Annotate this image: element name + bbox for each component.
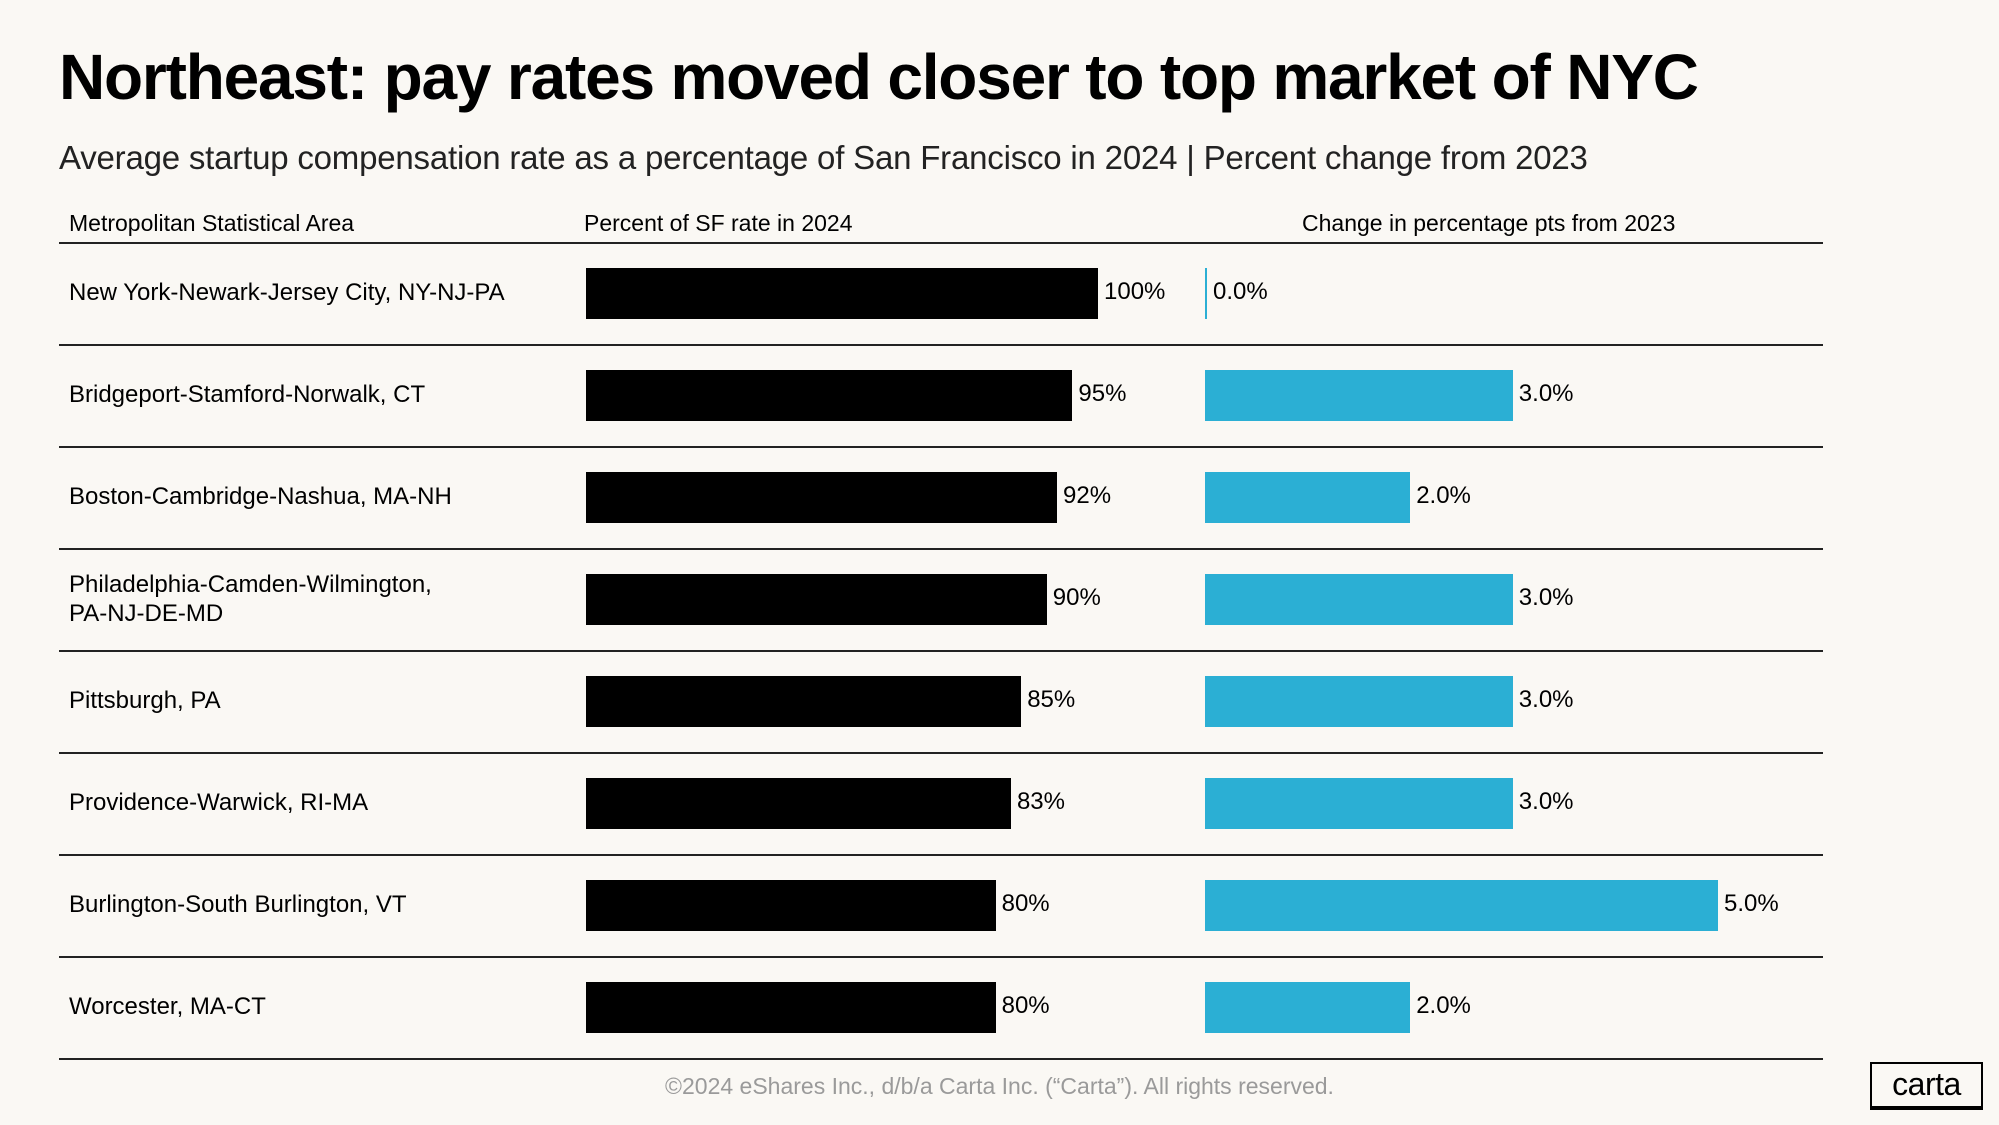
- row-divider: [59, 548, 1823, 550]
- row-divider: [59, 956, 1823, 958]
- row-label: New York-Newark-Jersey City, NY-NJ-PA: [69, 279, 505, 306]
- label-percent-sf: 80%: [1001, 890, 1050, 917]
- column-header-percent: Percent of SF rate in 2024: [584, 210, 853, 236]
- bar-change: [1205, 982, 1411, 1033]
- label-change: 3.0%: [1518, 584, 1574, 611]
- column-header-change: Change in percentage pts from 2023: [1302, 210, 1676, 236]
- bar-percent-sf: [586, 472, 1058, 523]
- column-header-area: Metropolitan Statistical Area: [69, 210, 355, 236]
- row-divider: [59, 344, 1823, 346]
- bar-change: [1205, 370, 1513, 421]
- label-percent-sf: 92%: [1063, 482, 1112, 509]
- bar-change: [1205, 472, 1411, 523]
- bar-percent-sf: [586, 676, 1022, 727]
- row-divider: [59, 650, 1823, 652]
- label-percent-sf: 95%: [1078, 380, 1127, 407]
- label-percent-sf: 83%: [1016, 788, 1065, 815]
- row-label: Pittsburgh, PA: [69, 687, 221, 714]
- bar-change: [1205, 268, 1207, 319]
- label-percent-sf: 90%: [1052, 584, 1101, 611]
- label-percent-sf: 100%: [1104, 278, 1166, 305]
- row-label: Worcester, MA-CT: [69, 993, 266, 1020]
- label-change: 3.0%: [1518, 686, 1574, 713]
- bar-percent-sf: [586, 982, 996, 1033]
- bar-change: [1205, 778, 1513, 829]
- label-change: 2.0%: [1416, 992, 1471, 1019]
- bar-percent-sf: [586, 574, 1047, 625]
- carta-logo: carta: [1870, 1062, 1983, 1110]
- label-change: 3.0%: [1518, 788, 1574, 815]
- row-divider: [59, 1058, 1823, 1060]
- bar-percent-sf: [586, 778, 1011, 829]
- bar-percent-sf: [586, 370, 1073, 421]
- label-change: 5.0%: [1724, 890, 1779, 917]
- bar-change: [1205, 676, 1513, 727]
- header-rule: [59, 242, 1823, 244]
- label-change: 0.0%: [1213, 278, 1268, 305]
- label-change: 3.0%: [1518, 380, 1574, 407]
- row-divider: [59, 446, 1823, 448]
- bar-change: [1205, 880, 1718, 931]
- copyright-footer: ©2024 eShares Inc., d/b/a Carta Inc. (“C…: [665, 1073, 1334, 1099]
- row-label: Burlington-South Burlington, VT: [69, 891, 407, 918]
- chart-subtitle: Average startup compensation rate as a p…: [59, 139, 1588, 176]
- row-label: Philadelphia-Camden-Wilmington, PA-NJ-DE…: [69, 571, 432, 627]
- label-percent-sf: 85%: [1027, 686, 1076, 713]
- row-divider: [59, 752, 1823, 754]
- bar-percent-sf: [586, 880, 996, 931]
- bar-change: [1205, 574, 1513, 625]
- bar-percent-sf: [586, 268, 1098, 319]
- row-label: Providence-Warwick, RI-MA: [69, 789, 369, 816]
- row-label: Boston-Cambridge-Nashua, MA-NH: [69, 483, 452, 510]
- label-change: 2.0%: [1416, 482, 1471, 509]
- label-percent-sf: 80%: [1001, 992, 1050, 1019]
- row-label: Bridgeport-Stamford-Norwalk, CT: [69, 381, 426, 408]
- chart-title: Northeast: pay rates moved closer to top…: [59, 41, 1699, 113]
- row-divider: [59, 854, 1823, 856]
